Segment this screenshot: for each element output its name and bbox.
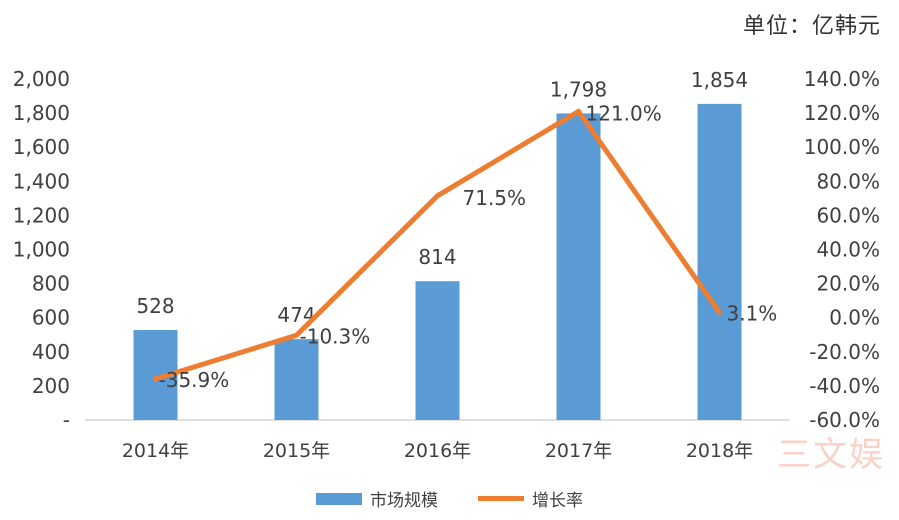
growth-point	[153, 376, 158, 382]
x-tick-label: 2015年	[263, 440, 330, 462]
bar	[274, 339, 319, 420]
y-right-tick-label: 80.0%	[816, 169, 880, 193]
y-right-tick-label: 100.0%	[804, 135, 880, 159]
watermark-logo: 三文娱	[777, 435, 885, 475]
growth-value-label: -35.9%	[159, 368, 230, 392]
legend-label-line: 增长率	[532, 491, 583, 511]
growth-point	[435, 193, 440, 199]
y-left-tick-label: 600	[32, 306, 70, 330]
growth-value-label: 3.1%	[727, 301, 778, 325]
growth-point	[717, 309, 722, 315]
growth-point	[576, 108, 581, 114]
y-right-tick-label: 40.0%	[816, 238, 880, 262]
legend-swatch-bar	[316, 492, 362, 505]
bar-value-label: 528	[136, 294, 174, 318]
x-tick-label: 2018年	[686, 440, 753, 462]
bar	[556, 113, 601, 420]
legend-swatch-line	[478, 496, 524, 501]
y-left-tick-label: 800	[32, 272, 70, 296]
y-right-tick-label: -20.0%	[809, 340, 880, 364]
x-tick-label: 2017年	[545, 440, 612, 462]
x-tick-label: 2016年	[404, 440, 471, 462]
y-right-tick-label: 140.0%	[804, 67, 880, 91]
y-left-tick-label: 1,200	[13, 203, 70, 227]
y-left-tick-label: 1,600	[13, 135, 70, 159]
y-right-tick-label: 20.0%	[816, 272, 880, 296]
growth-value-label: -10.3%	[300, 324, 371, 348]
y-left-tick-label: 1,000	[13, 238, 70, 262]
bar	[415, 281, 460, 420]
y-left-tick-label: 1,800	[13, 101, 70, 125]
y-left-tick-label: 2,000	[13, 67, 70, 91]
y-left-tick-label: 400	[32, 340, 70, 364]
y-left-tick-label: -	[63, 408, 70, 432]
bar-value-label: 814	[418, 245, 456, 269]
y-left-tick-label: 1,400	[13, 169, 70, 193]
y-right-tick-label: 120.0%	[804, 101, 880, 125]
bar-value-label: 1,798	[550, 77, 607, 101]
legend-label-bar: 市场规模	[370, 491, 438, 511]
y-right-tick-label: 60.0%	[816, 203, 880, 227]
growth-point	[294, 332, 299, 338]
y-right-tick-label: 0.0%	[829, 306, 880, 330]
y-right-tick-label: -40.0%	[809, 374, 880, 398]
legend-item-bar: 市场规模	[316, 486, 438, 511]
growth-value-label: 71.5%	[463, 186, 527, 210]
legend: 市场规模 增长率	[0, 486, 899, 511]
growth-value-label: 121.0%	[586, 101, 662, 125]
y-left-tick-label: 200	[32, 374, 70, 398]
x-tick-label: 2014年	[122, 440, 189, 462]
unit-label: 单位：亿韩元	[742, 14, 881, 39]
legend-item-line: 增长率	[478, 486, 583, 511]
y-right-tick-label: -60.0%	[809, 408, 880, 432]
bar	[697, 103, 742, 420]
bar-value-label: 1,854	[691, 68, 748, 92]
chart-svg: - 200 400 600 800 1,000 1,200 1,400 1,600 1,800 2,…	[13, 67, 880, 462]
